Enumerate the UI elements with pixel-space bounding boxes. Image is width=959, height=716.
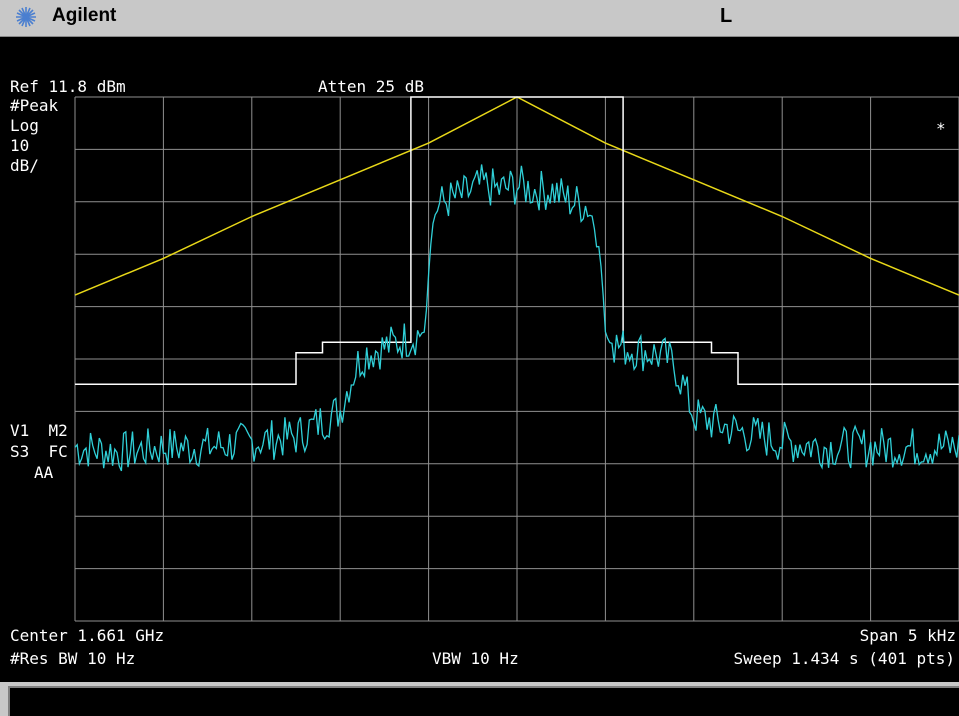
limit-mask-line <box>75 96 959 385</box>
status-indicator: L <box>720 5 733 27</box>
video-bandwidth: VBW 10 Hz <box>432 649 519 668</box>
graticule <box>74 96 959 622</box>
marker-star: * <box>936 119 946 138</box>
measured-trace <box>74 164 959 472</box>
trace-info-3: AA <box>34 463 54 482</box>
resolution-bandwidth: #Res BW 10 Hz <box>10 649 136 668</box>
spectrum-plot <box>74 96 959 622</box>
center-frequency: Center 1.661 GHz <box>10 626 165 645</box>
sweep-time: Sweep 1.434 s (401 pts) <box>733 649 955 668</box>
agilent-spark-icon <box>16 7 36 27</box>
span: Span 5 kHz <box>859 626 956 645</box>
scale-value: 10 <box>10 136 30 155</box>
status-bar <box>0 682 959 716</box>
scale-unit: dB/ <box>10 156 39 175</box>
ref-level: Ref 11.8 dBm <box>10 77 126 96</box>
detector-mode: #Peak <box>10 96 59 115</box>
attenuation: Atten 25 dB <box>318 77 424 96</box>
message-field <box>8 686 959 716</box>
trace-info-1: V1 M2 <box>10 421 68 440</box>
traces <box>74 96 959 472</box>
trace-info-2: S3 FC <box>10 442 68 461</box>
title-bar: Agilent L <box>0 0 959 37</box>
scale-type: Log <box>10 116 39 135</box>
brand-name: Agilent <box>52 5 117 26</box>
